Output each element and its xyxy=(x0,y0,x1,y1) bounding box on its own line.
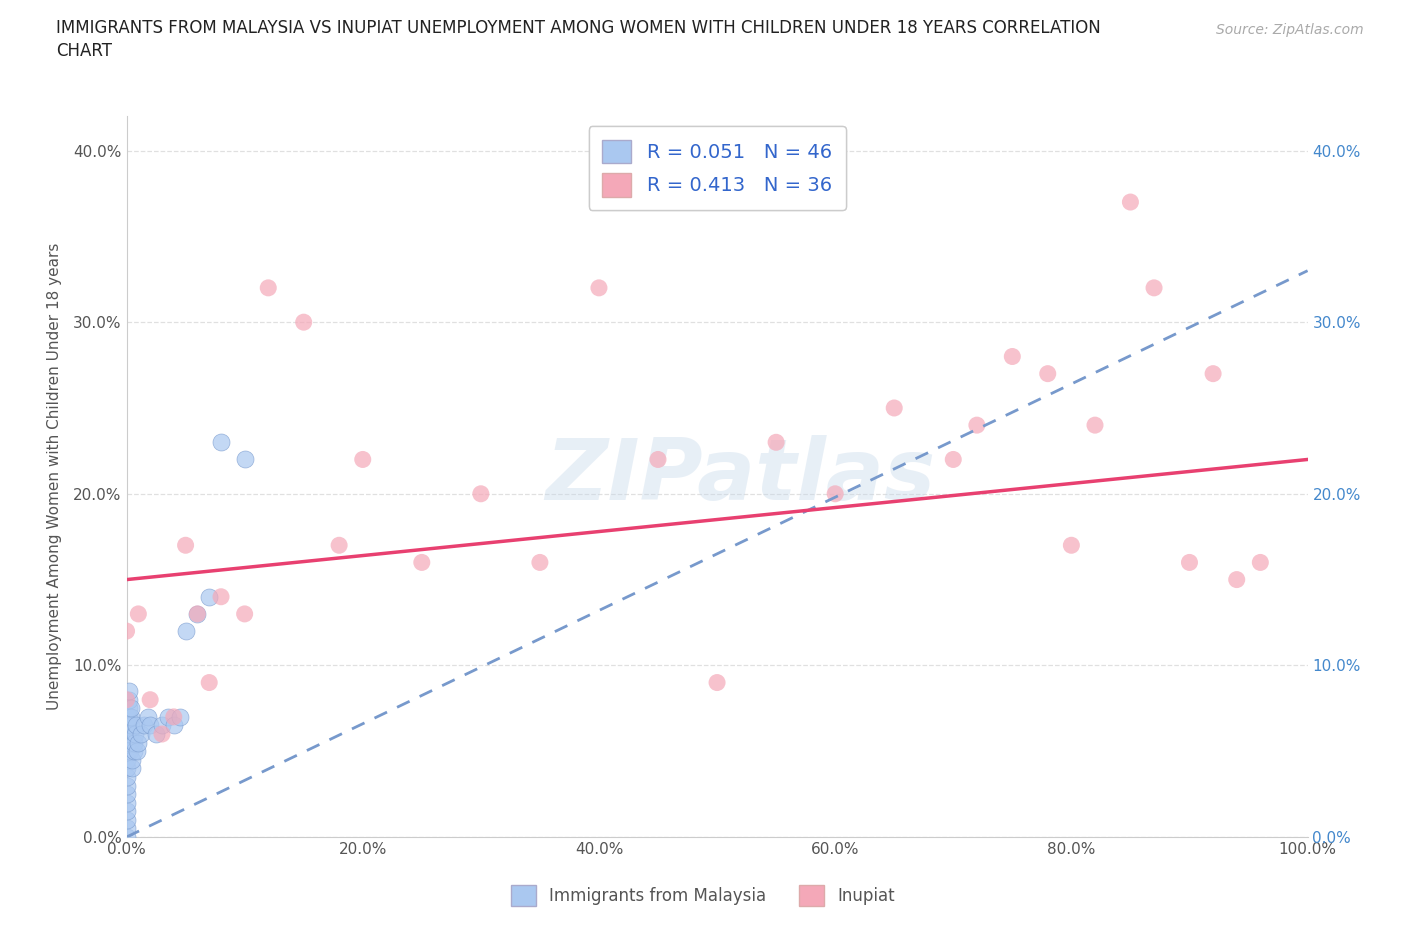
Point xyxy=(765,435,787,450)
Point xyxy=(966,418,988,432)
Text: IMMIGRANTS FROM MALAYSIA VS INUPIAT UNEMPLOYMENT AMONG WOMEN WITH CHILDREN UNDER: IMMIGRANTS FROM MALAYSIA VS INUPIAT UNEM… xyxy=(56,19,1101,36)
Point xyxy=(163,710,186,724)
Point xyxy=(115,778,138,793)
Legend: R = 0.051   N = 46, R = 0.413   N = 36: R = 0.051 N = 46, R = 0.413 N = 36 xyxy=(589,126,845,210)
Point xyxy=(115,821,138,836)
Point xyxy=(198,675,221,690)
Point xyxy=(115,761,138,776)
Point xyxy=(118,692,141,707)
Point xyxy=(115,830,138,844)
Point xyxy=(233,606,256,621)
Point xyxy=(706,675,728,690)
Point xyxy=(117,726,139,741)
Point xyxy=(209,590,232,604)
Point xyxy=(120,736,142,751)
Point xyxy=(127,606,149,621)
Point xyxy=(118,710,141,724)
Point xyxy=(122,736,145,751)
Text: Source: ZipAtlas.com: Source: ZipAtlas.com xyxy=(1216,23,1364,37)
Point xyxy=(115,787,138,802)
Point xyxy=(198,590,221,604)
Point xyxy=(1178,555,1201,570)
Point xyxy=(163,718,186,733)
Point xyxy=(145,726,167,741)
Point xyxy=(139,718,162,733)
Point xyxy=(1119,194,1142,209)
Point xyxy=(942,452,965,467)
Point xyxy=(115,813,138,828)
Point xyxy=(124,726,146,741)
Point xyxy=(883,401,905,416)
Point xyxy=(1143,281,1166,296)
Point xyxy=(169,710,191,724)
Point xyxy=(127,744,149,759)
Point xyxy=(186,606,208,621)
Point xyxy=(117,736,139,751)
Text: CHART: CHART xyxy=(56,42,112,60)
Point xyxy=(1084,418,1107,432)
Point xyxy=(139,692,162,707)
Point xyxy=(120,726,142,741)
Point xyxy=(588,281,610,296)
Point xyxy=(156,710,179,724)
Point xyxy=(1249,555,1271,570)
Text: ZIPatlas: ZIPatlas xyxy=(546,435,936,518)
Point xyxy=(115,624,138,639)
Point xyxy=(209,435,232,450)
Point xyxy=(174,624,197,639)
Point xyxy=(1060,538,1083,552)
Point xyxy=(1036,366,1059,381)
Point xyxy=(120,701,142,716)
Point xyxy=(411,555,433,570)
Point xyxy=(174,538,197,552)
Point xyxy=(125,718,148,733)
Point xyxy=(136,710,159,724)
Point xyxy=(1202,366,1225,381)
Point xyxy=(117,744,139,759)
Point xyxy=(470,486,492,501)
Point xyxy=(292,314,315,329)
Point xyxy=(647,452,669,467)
Point xyxy=(118,701,141,716)
Point xyxy=(129,726,152,741)
Point xyxy=(120,710,142,724)
Point xyxy=(233,452,256,467)
Point xyxy=(186,606,208,621)
Point xyxy=(115,769,138,784)
Point xyxy=(115,752,138,767)
Legend: Immigrants from Malaysia, Inupiat: Immigrants from Malaysia, Inupiat xyxy=(503,879,903,912)
Point xyxy=(1226,572,1249,587)
Point xyxy=(120,718,142,733)
Point xyxy=(529,555,551,570)
Y-axis label: Unemployment Among Women with Children Under 18 years: Unemployment Among Women with Children U… xyxy=(46,243,62,711)
Point xyxy=(328,538,350,552)
Point xyxy=(121,761,143,776)
Point xyxy=(1001,349,1024,364)
Point xyxy=(115,692,138,707)
Point xyxy=(120,744,142,759)
Point xyxy=(134,718,156,733)
Point xyxy=(824,486,846,501)
Point xyxy=(121,752,143,767)
Point xyxy=(117,718,139,733)
Point xyxy=(257,281,280,296)
Point xyxy=(122,744,145,759)
Point xyxy=(118,684,141,698)
Point xyxy=(150,718,173,733)
Point xyxy=(150,726,173,741)
Point xyxy=(115,795,138,810)
Point xyxy=(115,804,138,818)
Point xyxy=(127,736,149,751)
Point xyxy=(352,452,374,467)
